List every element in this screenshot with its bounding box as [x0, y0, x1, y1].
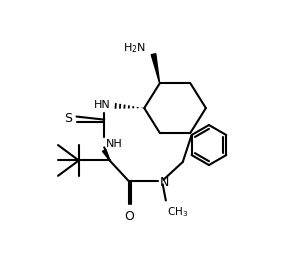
Polygon shape	[102, 149, 110, 160]
Text: N: N	[160, 176, 169, 189]
Text: CH$_3$: CH$_3$	[167, 205, 188, 219]
Text: S: S	[64, 112, 72, 125]
Text: HN: HN	[94, 100, 110, 110]
Text: H$_2$N: H$_2$N	[123, 41, 146, 55]
Polygon shape	[151, 54, 160, 83]
Text: NH: NH	[106, 139, 122, 149]
Text: O: O	[125, 211, 135, 224]
